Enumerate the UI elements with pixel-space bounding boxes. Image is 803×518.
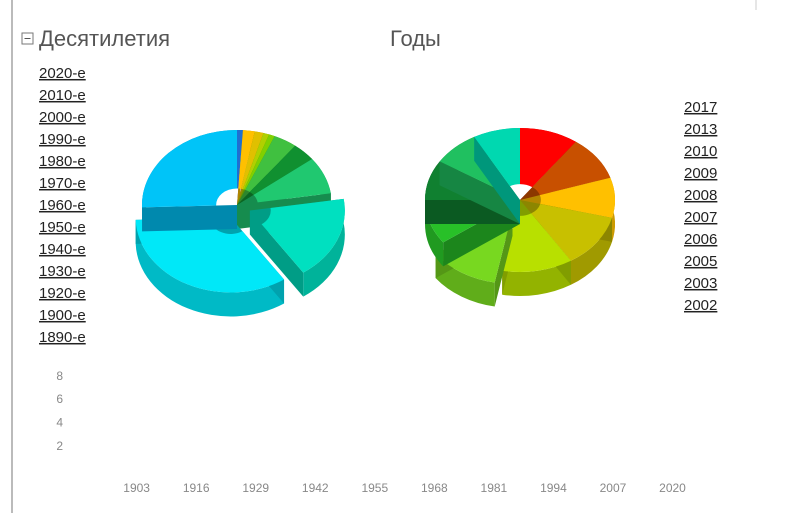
slice-top — [531, 203, 613, 261]
y-tick-label: 2 — [56, 439, 63, 453]
x-tick-label: 1942 — [302, 481, 329, 495]
slice-side — [570, 217, 613, 285]
slice-side — [425, 200, 444, 267]
slice-side — [502, 260, 571, 296]
x-tick-label: 1981 — [481, 481, 508, 495]
slice-cut — [439, 136, 520, 224]
year-link[interactable]: 2017 — [684, 99, 717, 116]
y-tick-label: 4 — [56, 416, 63, 430]
decade-link[interactable]: 1970-е — [39, 175, 86, 192]
slice-cut — [474, 128, 520, 224]
slice-top — [135, 217, 285, 293]
slice-top — [242, 132, 270, 190]
pie-slice — [135, 217, 285, 317]
year-link[interactable]: 2008 — [684, 187, 717, 204]
x-tick-label: 2007 — [600, 481, 627, 495]
year-link[interactable]: 2007 — [684, 209, 717, 226]
slice-top — [253, 159, 331, 203]
decade-link[interactable]: 1950-е — [39, 219, 86, 236]
decade-link[interactable]: 2000-е — [39, 109, 86, 126]
years-title: Годы — [390, 26, 441, 51]
decade-link[interactable]: 1990-е — [39, 131, 86, 148]
x-tick-label: 1916 — [183, 481, 210, 495]
pie-slice — [142, 130, 237, 232]
slice-top — [244, 134, 275, 190]
slice-top — [474, 128, 520, 187]
slice-top — [245, 136, 296, 192]
decade-link[interactable]: 1940-е — [39, 241, 86, 258]
year-link[interactable]: 2013 — [684, 121, 717, 138]
decade-link[interactable]: 1930-е — [39, 263, 86, 280]
slice-side — [303, 198, 345, 297]
pie-slice — [249, 198, 345, 297]
year-link[interactable]: 2003 — [684, 275, 717, 292]
decade-link[interactable]: 1890-е — [39, 329, 86, 346]
slice-top — [237, 130, 243, 189]
slice-top — [261, 198, 345, 273]
decade-link[interactable]: 1900-е — [39, 307, 86, 324]
slice-top — [502, 213, 571, 272]
slice-side — [135, 219, 285, 317]
decade-link[interactable]: 1980-е — [39, 153, 86, 170]
x-tick-label: 1903 — [123, 481, 150, 495]
year-link[interactable]: 2006 — [684, 231, 717, 248]
slice-top — [240, 131, 264, 190]
slice-top — [532, 141, 611, 196]
year-link[interactable]: 2002 — [684, 297, 717, 314]
pie-slice — [520, 200, 613, 285]
year-link[interactable]: 2010 — [684, 143, 717, 160]
x-tick-label: 1929 — [242, 481, 269, 495]
y-tick-label: 8 — [56, 369, 63, 383]
decades-title: Десятилетия — [39, 26, 170, 51]
decade-link[interactable]: 2020-е — [39, 65, 86, 82]
slice-top — [142, 130, 237, 208]
slice-cut — [142, 130, 237, 232]
y-tick-label: 6 — [56, 392, 63, 406]
decade-link[interactable]: 1920-е — [39, 285, 86, 302]
x-tick-label: 1968 — [421, 481, 448, 495]
slice-top — [249, 145, 313, 195]
slice-top — [520, 128, 576, 188]
slice-top — [238, 130, 255, 189]
year-link[interactable]: 2009 — [684, 165, 717, 182]
x-tick-label: 1994 — [540, 481, 567, 495]
pie-slice — [474, 128, 520, 224]
decade-link[interactable]: 1960-е — [39, 197, 86, 214]
x-tick-label: 2020 — [659, 481, 686, 495]
slice-top — [539, 177, 615, 218]
year-link[interactable]: 2005 — [684, 253, 717, 270]
x-tick-label: 1955 — [361, 481, 388, 495]
decade-link[interactable]: 2010-е — [39, 87, 86, 104]
